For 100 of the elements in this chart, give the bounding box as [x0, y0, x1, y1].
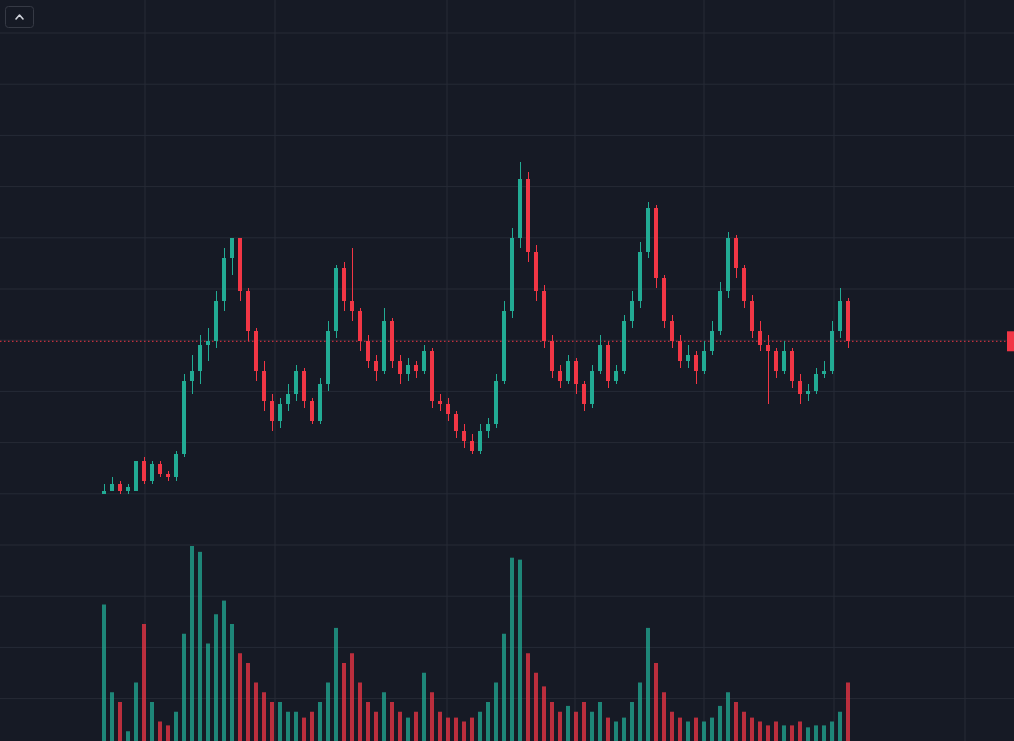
bar: [662, 692, 666, 741]
candlestick: [574, 357, 578, 395]
candlestick: [374, 354, 378, 382]
bar: [150, 702, 154, 741]
bar: [254, 682, 258, 741]
bar: [118, 702, 122, 741]
bar: [526, 653, 530, 741]
bar: [190, 546, 194, 741]
candlestick: [406, 357, 410, 382]
candlestick: [294, 364, 298, 402]
candlestick: [614, 364, 618, 385]
candlestick: [398, 354, 402, 385]
bar: [830, 721, 834, 741]
bar: [206, 643, 210, 741]
bar: [462, 721, 466, 741]
bar: [766, 725, 770, 741]
bar: [814, 725, 818, 741]
candlestick: [350, 247, 354, 322]
bar: [750, 717, 754, 741]
bar: [782, 725, 786, 741]
bar: [470, 717, 474, 741]
bar: [334, 627, 338, 741]
bar: [126, 731, 130, 741]
bar: [286, 711, 290, 741]
candlestick: [486, 417, 490, 439]
candlestick: [150, 460, 154, 485]
candlestick: [566, 354, 570, 385]
candlestick: [782, 340, 786, 375]
bar: [710, 717, 714, 741]
bar: [406, 717, 410, 741]
candlestick: [478, 423, 482, 455]
bar: [550, 702, 554, 741]
candlestick: [470, 433, 474, 455]
bar: [182, 633, 186, 741]
bar: [446, 717, 450, 741]
bar: [790, 725, 794, 741]
candlestick: [630, 290, 634, 329]
bar: [630, 702, 634, 741]
bar: [486, 702, 490, 741]
bar: [350, 653, 354, 741]
bar: [822, 725, 826, 741]
bar: [494, 682, 498, 741]
bar: [478, 711, 482, 741]
bar: [590, 711, 594, 741]
bar: [318, 702, 322, 741]
bar: [622, 717, 626, 741]
bar: [310, 711, 314, 741]
candlestick: [814, 367, 818, 395]
candlestick: [206, 327, 210, 362]
bar: [294, 711, 298, 741]
bar: [374, 711, 378, 741]
bar: [270, 702, 274, 741]
bar: [142, 624, 146, 741]
bar: [566, 705, 570, 741]
bar: [398, 711, 402, 741]
bar: [414, 711, 418, 741]
bar: [390, 702, 394, 741]
candlestick: [190, 354, 194, 395]
bar: [430, 692, 434, 741]
bar: [614, 721, 618, 741]
bar: [838, 711, 842, 741]
bar: [302, 717, 306, 741]
bar: [382, 692, 386, 741]
bar: [758, 721, 762, 741]
bar: [134, 682, 138, 741]
candlestick: [422, 344, 426, 375]
bar: [262, 692, 266, 741]
bar: [326, 682, 330, 741]
bar: [166, 725, 170, 741]
bar: [606, 717, 610, 741]
bar: [574, 711, 578, 741]
bar: [598, 702, 602, 741]
candlestick: [462, 423, 466, 449]
candlestick: [286, 383, 290, 412]
bar: [726, 692, 730, 741]
candlestick: [174, 450, 178, 482]
bar: [542, 686, 546, 741]
candlestick: [230, 237, 234, 276]
bar: [502, 633, 506, 741]
candlestick: [270, 393, 274, 432]
bar: [846, 682, 850, 741]
bar: [110, 692, 114, 741]
bar: [654, 663, 658, 741]
candlestick: [774, 347, 778, 379]
bar: [158, 721, 162, 741]
bar: [278, 702, 282, 741]
bar: [238, 653, 242, 741]
bar: [518, 559, 522, 741]
bar: [342, 663, 346, 741]
candlestick: [446, 397, 450, 422]
bar: [670, 711, 674, 741]
bar: [246, 663, 250, 741]
bar: [422, 672, 426, 741]
bar: [798, 721, 802, 741]
bar: [734, 702, 738, 741]
candlestick: [702, 340, 706, 375]
candlestick: [454, 410, 458, 439]
bar: [718, 705, 722, 741]
bar: [358, 682, 362, 741]
bar: [638, 682, 642, 741]
